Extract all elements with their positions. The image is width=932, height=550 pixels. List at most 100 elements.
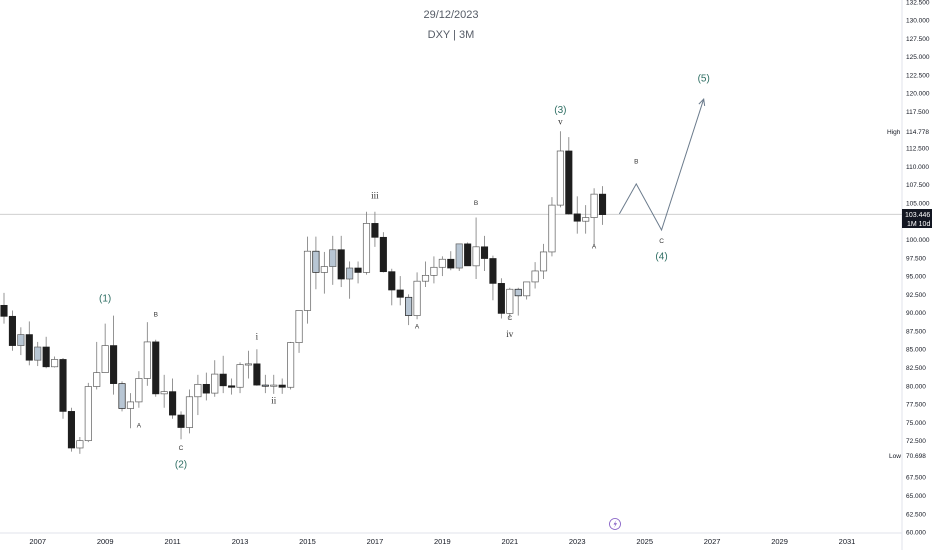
- candle-body: [413, 280, 421, 316]
- time-tick-label: 2021: [501, 537, 518, 546]
- candle: [59, 358, 67, 419]
- wave-label: iv: [506, 329, 514, 339]
- candle-body: [42, 346, 50, 368]
- candle-body: [582, 217, 590, 222]
- candle: [396, 276, 404, 306]
- price-tick-label: 107.500: [906, 182, 930, 189]
- candle-body: [337, 249, 345, 280]
- price-tick-label: 67.500: [906, 475, 926, 482]
- candles-group: [0, 131, 607, 454]
- candle-body: [228, 385, 236, 388]
- time-tick-label: 2023: [569, 537, 586, 546]
- candle: [582, 205, 590, 234]
- candle: [270, 374, 278, 394]
- candle-body: [25, 334, 33, 361]
- candle-body: [405, 296, 413, 316]
- candle: [413, 272, 421, 320]
- projection-arrowhead: [698, 97, 706, 107]
- candle: [76, 437, 84, 454]
- time-tick-label: 2017: [367, 537, 384, 546]
- candle-body: [244, 363, 253, 366]
- candle-body: [354, 267, 362, 273]
- candle: [480, 235, 489, 271]
- candle: [590, 188, 598, 246]
- candle: [244, 350, 253, 379]
- price-tick-label: 100.000: [906, 237, 930, 244]
- price-tick-label: 130.000: [906, 18, 930, 25]
- candle: [287, 341, 295, 390]
- candle: [329, 235, 337, 285]
- candle: [531, 262, 539, 289]
- candle-body: [455, 243, 463, 269]
- wave-label: i: [256, 332, 259, 342]
- candle-body: [8, 315, 16, 346]
- candle: [126, 393, 135, 429]
- candle-body: [76, 440, 84, 449]
- candle: [573, 196, 581, 234]
- candle-body: [371, 223, 379, 238]
- price-tick-label: 87.500: [906, 328, 926, 335]
- candle: [337, 235, 345, 288]
- candle: [371, 211, 379, 247]
- wave-label: iii: [371, 191, 379, 201]
- candle-body: [84, 386, 92, 442]
- candle: [598, 186, 607, 225]
- candle-body: [362, 223, 371, 273]
- candle: [430, 256, 438, 284]
- candle-body: [93, 372, 101, 387]
- price-tick-label: 125.000: [906, 54, 930, 61]
- candle: [455, 243, 463, 271]
- candle: [565, 137, 573, 215]
- candle: [118, 381, 126, 412]
- price-tick-label: 75.000: [906, 420, 926, 427]
- candle: [8, 310, 16, 351]
- candle: [539, 243, 548, 280]
- time-tick-label: 2013: [232, 537, 249, 546]
- candle: [506, 287, 514, 319]
- price-axis: 132.500 130.000 127.500 125.000 122.500 120.0…: [906, 0, 930, 537]
- price-tick-label: 60.000: [906, 530, 926, 537]
- candle-body: [480, 246, 489, 259]
- high-label: High: [887, 129, 901, 136]
- candle: [110, 315, 118, 395]
- candle: [25, 321, 33, 366]
- candle-body: [464, 243, 472, 267]
- candle-body: [295, 310, 303, 343]
- wave-label: (1): [99, 294, 111, 305]
- candle-body: [531, 270, 539, 283]
- time-tick-label: 2029: [771, 537, 788, 546]
- candle: [472, 217, 480, 280]
- wave-label: C: [507, 315, 512, 322]
- candle-body: [489, 258, 497, 284]
- price-tick-label: 95.000: [906, 274, 926, 281]
- time-tick-label: 2025: [636, 537, 653, 546]
- candle-body: [565, 150, 573, 215]
- candle-body: [346, 267, 354, 280]
- candle: [388, 268, 396, 306]
- candle-body: [287, 342, 295, 388]
- chart-date: 29/12/2023: [423, 9, 479, 21]
- candle: [84, 382, 92, 443]
- candle: [228, 378, 236, 395]
- candle-body: [573, 213, 581, 222]
- time-tick-label: 2019: [434, 537, 451, 546]
- candle: [101, 323, 109, 373]
- wave-label: B: [474, 200, 478, 207]
- price-tick-label: 90.000: [906, 310, 926, 317]
- wave-label: (2): [175, 460, 187, 471]
- price-tick-label: 110.000: [906, 164, 929, 171]
- candle-body: [185, 396, 194, 428]
- price-tick-label: 65.000: [906, 493, 926, 500]
- candle: [17, 327, 25, 356]
- chart-symbol-timeframe: DXY | 3M: [427, 29, 475, 41]
- candle-body: [101, 345, 109, 373]
- price-tick-label: 92.500: [906, 292, 926, 299]
- candle-body: [396, 289, 404, 298]
- candle-body: [556, 150, 564, 206]
- time-axis: 2007 2009 2011 2013 2015 2017 2019 2021 2023 2025…: [29, 537, 855, 546]
- candle-body: [329, 249, 337, 267]
- price-tick-label: 72.500: [906, 438, 926, 445]
- candle: [303, 236, 312, 324]
- candle-body: [523, 281, 531, 297]
